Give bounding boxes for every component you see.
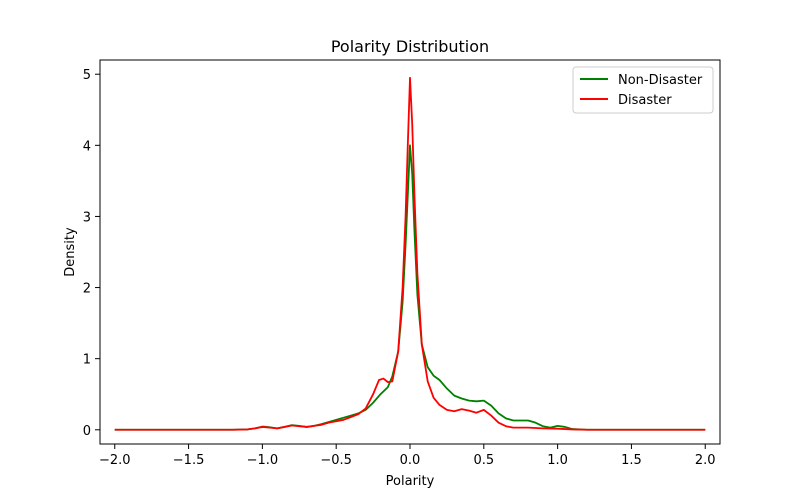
legend-label-disaster: Disaster bbox=[618, 93, 672, 108]
y-tick-label: 2 bbox=[83, 282, 91, 297]
x-tick-label: 1.5 bbox=[621, 453, 642, 468]
x-tick-label: 1.0 bbox=[547, 453, 568, 468]
x-tick-label: −2.0 bbox=[99, 453, 131, 468]
series-lines bbox=[114, 76, 706, 431]
y-axis-label: Density bbox=[63, 227, 78, 277]
y-axis: 0 1 2 3 4 5 bbox=[83, 68, 100, 439]
y-tick-label: 3 bbox=[83, 210, 91, 225]
x-tick-label: 0.5 bbox=[473, 453, 494, 468]
y-tick-label: 0 bbox=[83, 424, 91, 439]
y-tick-label: 5 bbox=[83, 68, 91, 83]
x-tick-label: 2.0 bbox=[695, 453, 716, 468]
series-line-disaster bbox=[114, 76, 706, 431]
y-tick-label: 4 bbox=[83, 139, 91, 154]
legend-label-non-disaster: Non-Disaster bbox=[618, 73, 703, 88]
x-axis-label: Polarity bbox=[386, 474, 435, 489]
x-tick-label: −1.5 bbox=[173, 453, 205, 468]
chart-title: Polarity Distribution bbox=[331, 37, 489, 56]
legend: Non-Disaster Disaster bbox=[572, 66, 714, 114]
x-tick-label: −0.5 bbox=[320, 453, 352, 468]
x-axis: −2.0 −1.5 −1.0 −0.5 0.0 0.5 1.0 1.5 2.0 bbox=[99, 444, 716, 468]
x-tick-label: 0.0 bbox=[400, 453, 421, 468]
plot-area: −2.0 −1.5 −1.0 −0.5 0.0 0.5 1.0 1.5 2.0 0 1 2 3 4 5 bbox=[83, 59, 721, 468]
y-tick-label: 1 bbox=[83, 353, 91, 368]
x-tick-label: −1.0 bbox=[247, 453, 279, 468]
